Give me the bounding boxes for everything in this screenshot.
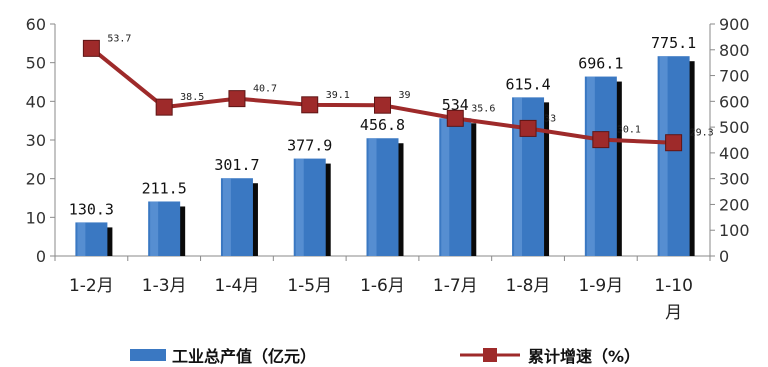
line-point: [301, 96, 319, 114]
line-data-label: 40.7: [253, 84, 277, 95]
line-point: [519, 119, 537, 137]
category-label: 1-6月: [360, 276, 405, 296]
chart-axes: 0102030405060010020030040050060070080090…: [26, 15, 750, 266]
bar-label-group: 130.3 211.5 301.7 377.9 456.8 534 615.4 696.1 77…: [69, 34, 696, 218]
category-label-wrap: 月: [665, 303, 682, 323]
legend: 工业总产值（亿元） 累计增速（%）: [130, 347, 640, 366]
line-data-label: 38.5: [180, 92, 204, 103]
bar-data-label: 696.1: [578, 55, 623, 73]
line-data-label: 33: [544, 113, 556, 124]
bar-highlight: [368, 138, 377, 256]
line-data-label: 39: [399, 90, 411, 101]
legend-bar-swatch: [130, 349, 166, 361]
left-tick-label: 10: [26, 208, 46, 227]
bar-highlight: [441, 118, 450, 256]
line-point: [82, 39, 100, 57]
bar-data-label: 534: [442, 96, 469, 114]
category-label: 1-5月: [287, 276, 332, 296]
right-tick-label: 200: [719, 195, 750, 214]
category-label: 1-8月: [506, 276, 551, 296]
bar-data-label: 615.4: [505, 75, 550, 93]
bar-series: [75, 56, 695, 257]
bar-highlight: [586, 76, 595, 257]
bar-data-label: 377.9: [287, 137, 332, 155]
right-tick-label: 800: [719, 41, 750, 60]
category-label: 1-10: [654, 276, 693, 296]
bar-highlight: [295, 158, 304, 256]
right-tick-label: 300: [719, 170, 750, 189]
left-tick-label: 40: [26, 92, 46, 111]
left-tick-label: 0: [36, 247, 46, 266]
left-tick-label: 30: [26, 131, 46, 150]
bar-highlight: [222, 178, 231, 256]
bar-highlight: [514, 97, 523, 256]
line-label-group: 53.7 38.5 40.7 39.1 39 35.6 33 30.1 29.3: [107, 33, 713, 138]
right-tick-label: 700: [719, 67, 750, 86]
category-label: 1-7月: [433, 276, 478, 296]
bar-highlight: [659, 56, 668, 257]
bar-data-label: 130.3: [69, 200, 114, 218]
left-tick-label: 50: [26, 54, 46, 73]
bar-data-label: 456.8: [360, 116, 405, 134]
category-labels: 1-2月 1-3月 1-4月 1-5月 1-6月 1-7月 1-8月 1-9月 1-10 月: [69, 276, 693, 323]
right-tick-label: 400: [719, 144, 750, 163]
right-tick-label: 600: [719, 92, 750, 111]
line-data-label: 29.3: [690, 128, 714, 139]
line-series: [82, 39, 683, 152]
category-label: 1-2月: [69, 276, 114, 296]
line-data-label: 30.1: [617, 125, 641, 136]
category-label: 1-3月: [142, 276, 187, 296]
line-data-label: 53.7: [107, 33, 131, 44]
bar-highlight: [150, 201, 159, 256]
left-tick-label: 20: [26, 170, 46, 189]
bar-data-label: 211.5: [142, 179, 187, 197]
right-tick-label: 0: [719, 247, 729, 266]
line-point: [446, 109, 464, 127]
line-data-label: 35.6: [471, 103, 495, 114]
line-point: [374, 96, 391, 114]
right-tick-label: 100: [719, 221, 750, 240]
bar-highlight: [77, 222, 86, 256]
legend-bar-label: 工业总产值（亿元）: [172, 347, 316, 366]
category-label: 1-9月: [578, 276, 623, 296]
legend-line-label: 累计增速（%）: [528, 347, 640, 366]
right-tick-label: 900: [719, 15, 750, 34]
line-point: [155, 98, 173, 116]
line-point: [592, 131, 610, 149]
legend-line-marker: [483, 348, 497, 362]
line-point: [228, 90, 246, 108]
line-data-label: 39.1: [326, 90, 350, 101]
right-tick-label: 500: [719, 118, 750, 137]
category-label: 1-4月: [215, 276, 260, 296]
bar-data-label: 301.7: [214, 156, 259, 174]
left-tick-label: 60: [26, 15, 46, 34]
line-point: [665, 134, 683, 152]
bar-data-label: 775.1: [651, 34, 696, 52]
